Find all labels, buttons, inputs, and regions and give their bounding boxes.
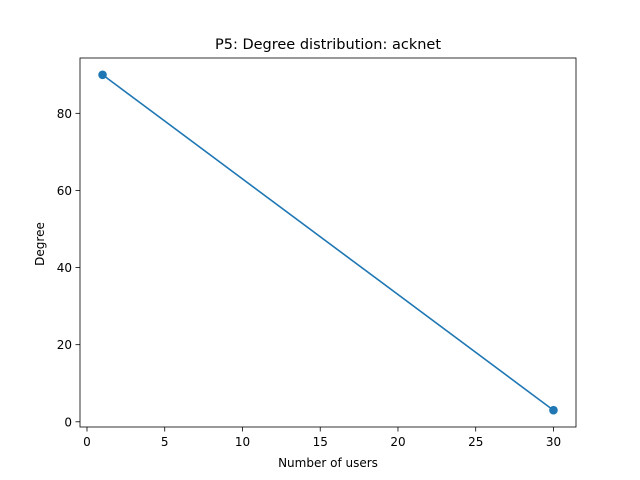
y-axis-label: Degree <box>33 222 47 266</box>
x-tick-label: 5 <box>161 435 169 449</box>
plot-area: 0 5 10 15 20 25 30 0 20 40 60 80 <box>57 57 577 449</box>
y-tick-label: 40 <box>57 261 72 275</box>
x-axis-label: Number of users <box>278 456 378 470</box>
y-tick-label: 0 <box>64 415 72 429</box>
chart-title: P5: Degree distribution: acknet <box>215 37 441 53</box>
y-tick-label: 60 <box>57 184 72 198</box>
x-tick-label: 30 <box>546 435 561 449</box>
axes-frame <box>79 57 577 428</box>
series-line <box>102 74 554 411</box>
x-tick-label: 0 <box>83 435 91 449</box>
data-point <box>549 405 558 415</box>
y-tick-label: 20 <box>57 338 72 352</box>
x-tick-label: 25 <box>468 435 483 449</box>
y-tick-label: 80 <box>57 107 72 121</box>
x-tick-label: 10 <box>235 435 250 449</box>
x-tick-label: 20 <box>390 435 405 449</box>
x-tick-label: 15 <box>313 435 328 449</box>
data-point <box>98 70 107 80</box>
